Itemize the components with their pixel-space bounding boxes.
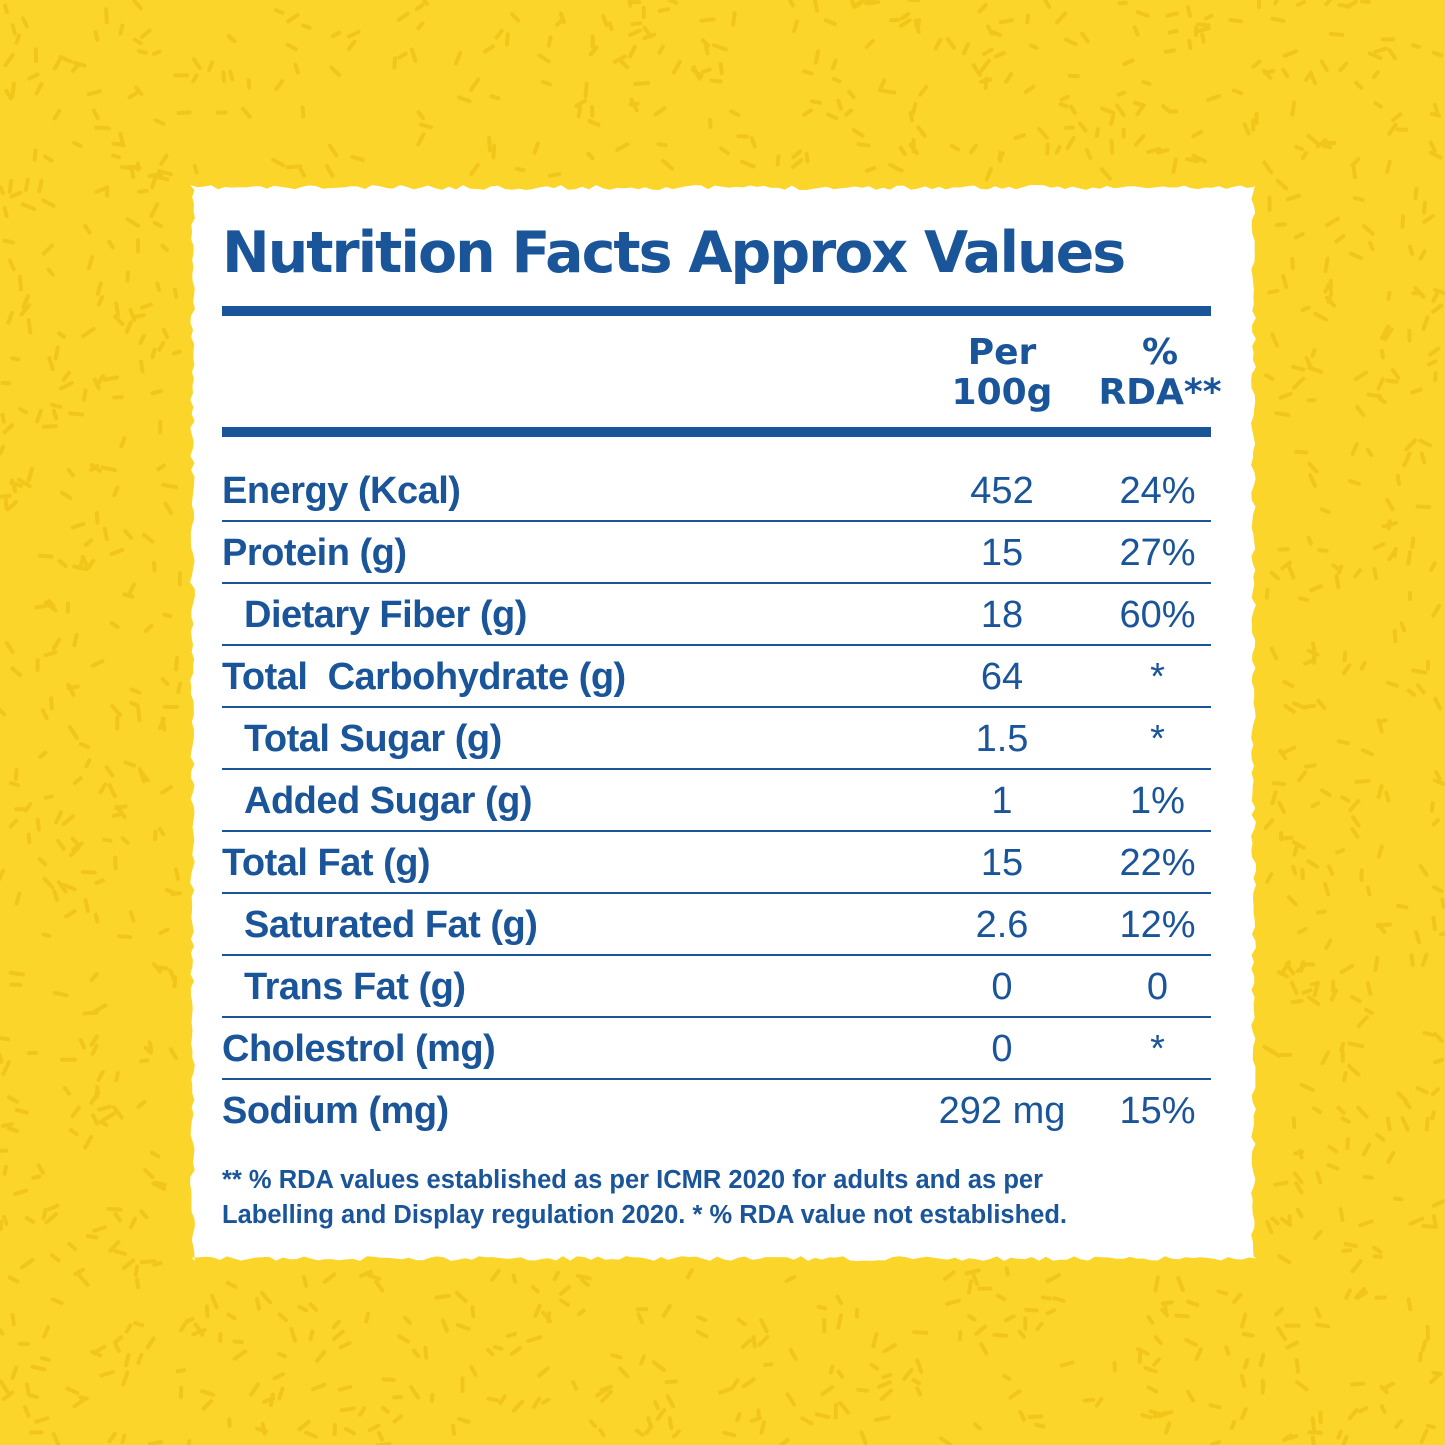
nutrient-label: Sodium (mg) xyxy=(222,1090,449,1132)
nutrient-row-total-sugar: Total Sugar (g) 1.5 * xyxy=(222,708,1211,770)
column-header-rda-line1: % xyxy=(1141,332,1179,373)
nutrient-rows: Energy (Kcal) 452 24% Protein (g) 15 27%… xyxy=(222,460,1211,1142)
card-rough-edge-shape xyxy=(190,185,1256,1261)
per-100g-value: 1.5 xyxy=(975,718,1029,760)
header-divider xyxy=(222,427,1211,437)
rda-value: 60% xyxy=(1119,594,1196,636)
rda-footnote-line2: Labelling and Display regulation 2020. *… xyxy=(222,1201,1068,1229)
rda-value: * xyxy=(1150,718,1165,760)
rda-value: 24% xyxy=(1119,470,1196,512)
column-header-per-100g-line2: 100g xyxy=(951,372,1053,413)
nutrient-label: Saturated Fat (g) xyxy=(244,904,538,946)
nutrition-table: Nutrition Facts Approx Values Per 100g %… xyxy=(190,185,1256,1261)
nutrient-row-protein: Protein (g) 15 27% xyxy=(222,522,1211,584)
nutrient-row-total-carbohydrate: Total Carbohydrate (g) 64 * xyxy=(222,646,1211,708)
nutrient-row-saturated-fat: Saturated Fat (g) 2.6 12% xyxy=(222,894,1211,956)
rda-value: 15% xyxy=(1119,1090,1196,1132)
nutrition-facts-card: Nutrition Facts Approx Values Per 100g %… xyxy=(190,185,1256,1261)
nutrient-label: Energy (Kcal) xyxy=(222,470,461,512)
column-header-rda: % RDA** xyxy=(1085,333,1235,413)
panel-title: Nutrition Facts Approx Values xyxy=(222,220,1126,286)
column-header-per-100g: Per 100g xyxy=(932,333,1072,413)
column-header-rda-line2: RDA** xyxy=(1098,372,1222,413)
rda-value: 27% xyxy=(1119,532,1196,574)
nutrient-row-total-fat: Total Fat (g) 15 22% xyxy=(222,832,1211,894)
rda-footnote-line1: ** % RDA values established as per ICMR … xyxy=(222,1166,1044,1194)
per-100g-value: 2.6 xyxy=(975,904,1029,946)
rda-value: * xyxy=(1150,656,1165,698)
rda-value: 22% xyxy=(1119,842,1196,884)
per-100g-value: 0 xyxy=(991,966,1013,1008)
nutrient-label: Added Sugar (g) xyxy=(244,780,533,822)
per-100g-value: 64 xyxy=(980,656,1024,698)
nutrient-label: Protein (g) xyxy=(222,532,407,574)
column-header-per-100g-line1: Per xyxy=(967,332,1037,373)
rda-value: 1% xyxy=(1130,780,1185,822)
nutrient-label: Total Sugar (g) xyxy=(244,718,502,760)
rda-value: 12% xyxy=(1119,904,1196,946)
nutrient-row-added-sugar: Added Sugar (g) 1 1% xyxy=(222,770,1211,832)
nutrient-row-dietary-fiber: Dietary Fiber (g) 18 60% xyxy=(222,584,1211,646)
nutrient-row-energy: Energy (Kcal) 452 24% xyxy=(222,460,1211,522)
per-100g-value: 18 xyxy=(980,594,1024,636)
rda-value: * xyxy=(1150,1028,1165,1070)
nutrient-label: Trans Fat (g) xyxy=(244,966,466,1008)
nutrient-row-cholestrol: Cholestrol (mg) 0 * xyxy=(222,1018,1211,1080)
rda-value: 0 xyxy=(1146,966,1169,1008)
nutrient-label: Total Carbohydrate (g) xyxy=(222,656,626,698)
per-100g-value: 1 xyxy=(991,780,1013,822)
nutrient-row-sodium: Sodium (mg) 292 mg 15% xyxy=(222,1080,1211,1142)
nutrient-label: Cholestrol (mg) xyxy=(222,1028,496,1070)
per-100g-value: 292 mg xyxy=(938,1090,1066,1132)
per-100g-value: 0 xyxy=(991,1028,1013,1070)
nutrient-label: Total Fat (g) xyxy=(222,842,431,884)
title-divider xyxy=(222,306,1211,316)
per-100g-value: 15 xyxy=(980,532,1024,574)
nutrient-label: Dietary Fiber (g) xyxy=(244,594,527,636)
per-100g-value: 15 xyxy=(980,842,1024,884)
rda-footnote: ** % RDA values established as per ICMR … xyxy=(222,1163,1232,1233)
per-100g-value: 452 xyxy=(970,470,1034,512)
nutrient-row-trans-fat: Trans Fat (g) 0 0 xyxy=(222,956,1211,1018)
